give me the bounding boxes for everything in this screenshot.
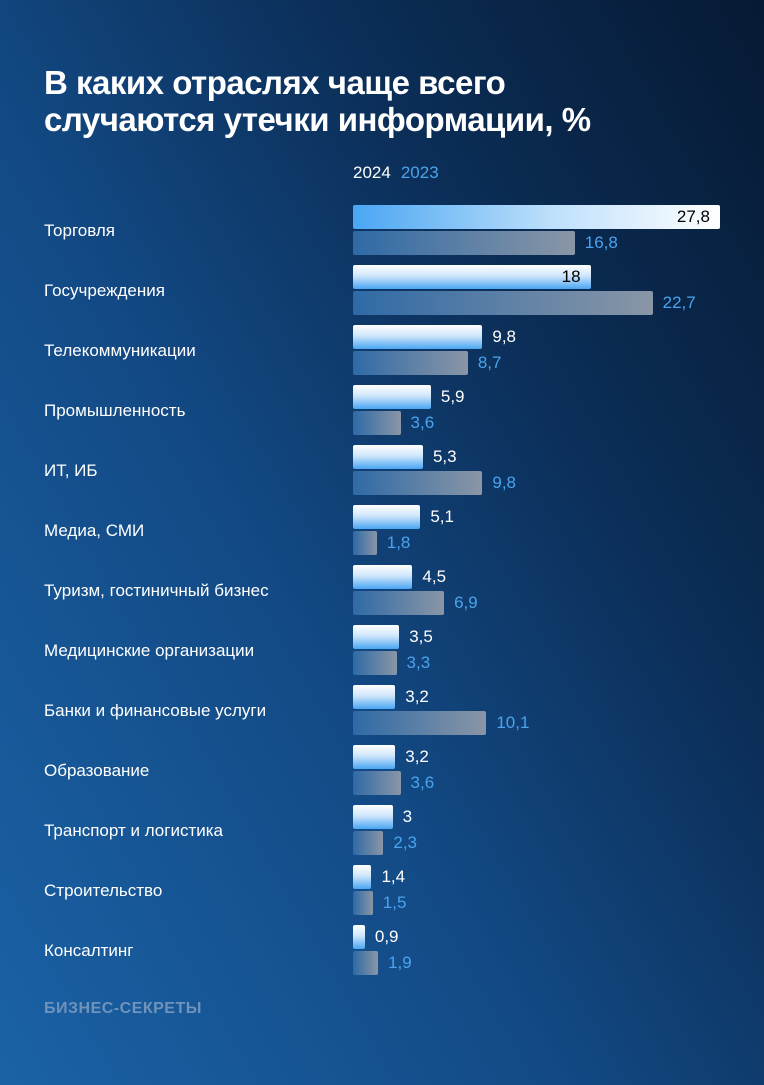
category-label: Медицинские организации (44, 641, 255, 660)
bar-2023 (353, 411, 401, 435)
bar-2024 (353, 805, 393, 829)
chart-row: Транспорт и логистика 3 2,3 (0, 805, 764, 861)
bar-2023 (353, 831, 384, 855)
bar-2023 (353, 771, 401, 795)
category-label: Консалтинг (44, 941, 134, 960)
value-label-2024: 5,9 (440, 387, 465, 406)
legend-2023: 2023 (400, 163, 439, 182)
bar-2024 (353, 745, 396, 769)
value-label-2024: 4,5 (422, 567, 447, 586)
title-line-2: случаются утечки информации, % (44, 101, 591, 138)
bar-2024 (353, 625, 400, 649)
legend: 2024 2023 (353, 163, 449, 183)
value-label-2023: 22,7 (662, 293, 696, 312)
value-label-2023: 2,3 (393, 833, 417, 852)
brand-logo: БИЗНЕС-СЕКРЕТЫ (44, 1000, 202, 1017)
value-label-2024: 5,1 (430, 507, 454, 526)
bar-2024 (353, 505, 421, 529)
chart-row: Консалтинг 0,9 1,9 (0, 925, 764, 981)
bar-2023 (353, 531, 377, 555)
bar-2023 (353, 711, 487, 735)
bar-2024 (353, 865, 372, 889)
chart-row: Банки и финансовые услуги 3,2 10,1 (0, 685, 764, 741)
bar-2024 (353, 205, 720, 229)
value-label-2024: 9,8 (492, 327, 516, 346)
value-label-2024: 3 (402, 807, 413, 826)
bar-2024 (353, 325, 483, 349)
value-label-2023: 3,6 (410, 773, 435, 792)
bar-2024 (353, 685, 396, 709)
value-label-2024: 0,9 (374, 927, 399, 946)
legend-2024: 2024 (353, 163, 391, 182)
chart-row: Торговля 27,8 16,8 (0, 205, 764, 261)
value-label-2024: 5,3 (432, 447, 457, 466)
chart-row: Туризм, гостиничный бизнес 4,5 6,9 (0, 565, 764, 621)
bar-2023 (353, 351, 468, 375)
category-label: Торговля (44, 221, 116, 240)
bar-2024 (353, 385, 431, 409)
category-label: Промышленность (44, 401, 186, 420)
value-label-2024: 1,4 (381, 867, 406, 886)
chart-row: Госучреждения 18 22,7 (0, 265, 764, 321)
chart-row: Медиа, СМИ 5,1 1,8 (0, 505, 764, 561)
value-label-2024: 18 (561, 267, 581, 286)
value-label-2023: 6,9 (454, 593, 478, 612)
bar-2024 (353, 445, 423, 469)
value-label-2023: 1,5 (382, 893, 407, 912)
bar-2023 (353, 951, 379, 975)
bar-2024 (353, 565, 413, 589)
value-label-2023: 3,3 (406, 653, 431, 672)
category-label: Банки и финансовые услуги (44, 701, 267, 720)
bar-2024 (353, 265, 591, 289)
category-label: Туризм, гостиничный бизнес (44, 581, 269, 600)
bar-2023 (353, 591, 445, 615)
bar-2023 (353, 471, 483, 495)
value-label-2024: 27,8 (676, 207, 710, 226)
value-label-2024: 3,2 (405, 747, 429, 766)
chart-row: ИТ, ИБ 5,3 9,8 (0, 445, 764, 501)
value-label-2023: 3,6 (410, 413, 435, 432)
value-label-2024: 3,5 (409, 627, 433, 646)
title-line-1: В каких отраслях чаще всего (44, 64, 506, 101)
value-label-2023: 1,8 (386, 533, 411, 552)
value-label-2023: 16,8 (584, 233, 618, 252)
value-label-2024: 3,2 (405, 687, 429, 706)
category-label: Строительство (44, 881, 163, 900)
value-label-2023: 10,1 (496, 713, 530, 732)
bar-2023 (353, 231, 575, 255)
chart-row: Медицинские организации 3,5 3,3 (0, 625, 764, 681)
category-label: Госучреждения (44, 281, 165, 300)
category-label: ИТ, ИБ (44, 461, 98, 480)
chart-title: В каких отраслях чаще всего случаются ут… (44, 64, 591, 138)
value-label-2023: 9,8 (492, 473, 516, 492)
value-label-2023: 1,9 (388, 953, 412, 972)
value-label-2023: 8,7 (477, 353, 502, 372)
bar-2023 (353, 291, 653, 315)
chart-row: Промышленность 5,9 3,6 (0, 385, 764, 441)
category-label: Транспорт и логистика (44, 821, 224, 840)
category-label: Медиа, СМИ (44, 521, 145, 540)
bar-2024 (353, 925, 365, 949)
chart-row: Строительство 1,4 1,5 (0, 865, 764, 921)
chart-row: Телекоммуникации 9,8 8,7 (0, 325, 764, 381)
bar-2023 (353, 891, 373, 915)
chart-row: Образование 3,2 3,6 (0, 745, 764, 801)
category-label: Образование (44, 761, 150, 780)
bar-2023 (353, 651, 397, 675)
category-label: Телекоммуникации (44, 341, 196, 360)
